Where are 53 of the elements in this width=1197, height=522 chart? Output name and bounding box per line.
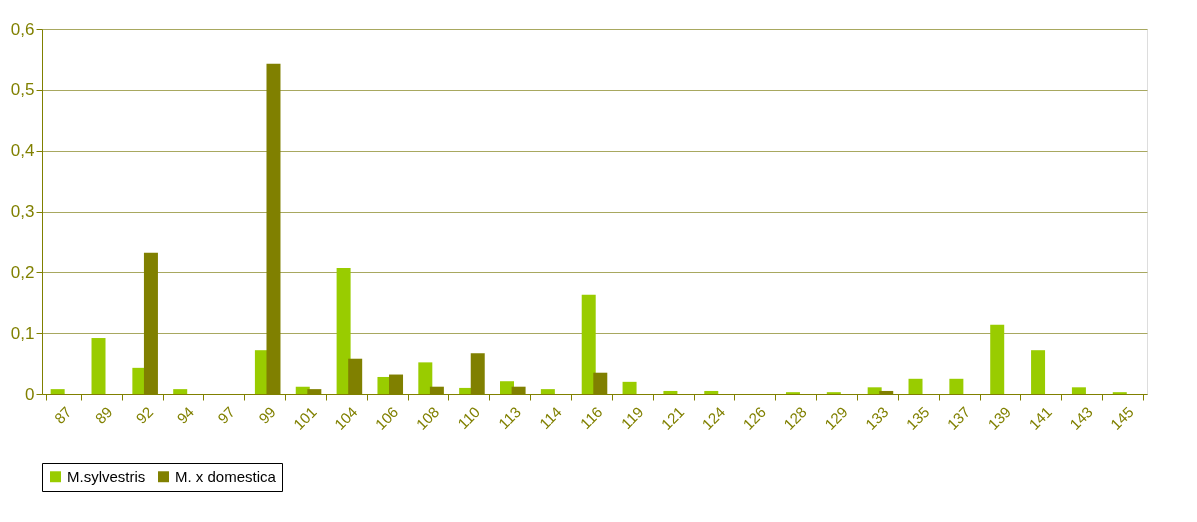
y-tick-label: 0,5: [10, 80, 35, 100]
bar: [581, 294, 596, 394]
x-tick-label: 119: [617, 403, 647, 433]
x-tick-label: 94: [173, 403, 198, 427]
bar: [418, 362, 433, 394]
x-tick-label: 128: [780, 403, 810, 433]
x-tick-label: 116: [576, 403, 606, 433]
bar: [50, 389, 65, 394]
x-tick-label: 137: [943, 403, 974, 433]
y-tick-label: 0,6: [10, 19, 35, 39]
y-tick-label: 0,4: [10, 141, 35, 161]
x-tick-label: 104: [330, 403, 361, 433]
bar: [622, 381, 637, 394]
x-tick-label: 108: [412, 403, 443, 433]
x-tick-label: 99: [254, 403, 279, 427]
bar: [1031, 350, 1046, 394]
x-tick-label: 129: [820, 403, 851, 433]
x-tick-label: 97: [214, 403, 238, 427]
x-tick-label: 121: [657, 403, 688, 433]
y-tick-label: 0,3: [10, 202, 35, 221]
bar: [91, 338, 106, 394]
x-tick-label: 124: [698, 403, 729, 433]
bar: [336, 268, 351, 394]
x-tick-label: 106: [371, 403, 402, 433]
x-tick-label: 89: [91, 403, 116, 427]
x-tick-label: 145: [1106, 403, 1137, 433]
legend-label: M.sylvestris: [67, 467, 146, 485]
y-tick-label: 0,1: [10, 323, 35, 343]
bar: [990, 324, 1005, 394]
bar: [908, 378, 923, 394]
bar: [663, 390, 678, 394]
y-tick-label: 0: [25, 384, 35, 404]
x-tick-label: 143: [1066, 403, 1096, 433]
bar: [704, 390, 719, 394]
bar: [867, 387, 882, 394]
x-tick-label: 87: [50, 403, 75, 427]
bar: [540, 389, 555, 394]
legend-label: M. x domestica: [175, 467, 277, 485]
bar: [1071, 387, 1086, 394]
bar: [949, 378, 964, 394]
bar: [500, 381, 515, 394]
x-tick-label: 133: [861, 403, 892, 433]
x-tick-label: 139: [984, 403, 1015, 433]
x-tick-label: 92: [132, 403, 157, 427]
x-tick-label: 114: [535, 403, 565, 433]
x-tick-label: 101: [289, 403, 320, 433]
x-tick-label: 113: [494, 403, 524, 433]
y-tick-label: 0,2: [10, 262, 35, 282]
x-tick-label: 126: [739, 403, 770, 433]
bar: [173, 389, 188, 394]
x-tick-label: 135: [902, 403, 933, 433]
x-tick-label: 110: [454, 403, 484, 433]
x-tick-label: 141: [1025, 403, 1055, 433]
